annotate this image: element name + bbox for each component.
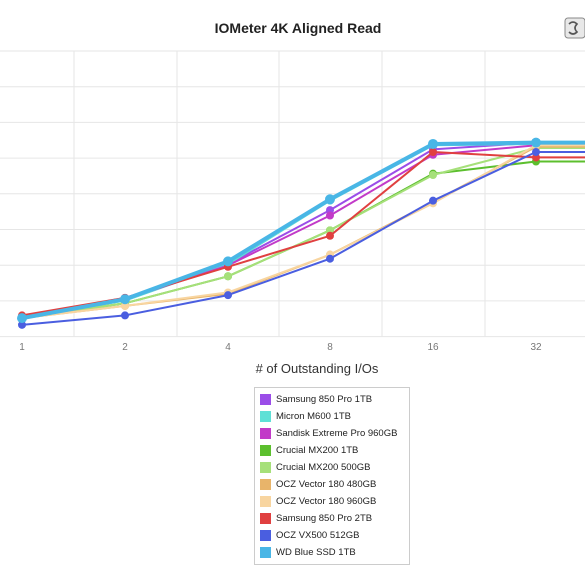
legend-item: Samsung 850 Pro 1TB — [255, 391, 409, 408]
legend-item: OCZ Vector 180 960GB — [255, 493, 409, 510]
legend-label: Samsung 850 Pro 1TB — [276, 394, 373, 405]
chart-title: IOMeter 4K Aligned Read — [215, 20, 382, 36]
series-line — [21, 151, 585, 317]
legend-item: WD Blue SSD 1TB — [255, 544, 409, 561]
x-tick-label: 2 — [122, 342, 128, 353]
legend-label: WD Blue SSD 1TB — [276, 547, 356, 558]
site-logo — [563, 16, 585, 40]
data-point — [224, 272, 232, 281]
legend-swatch — [260, 411, 271, 422]
data-point — [429, 171, 437, 179]
data-point — [532, 148, 540, 157]
data-point — [531, 137, 541, 148]
legend-item: Samsung 850 Pro 2TB — [255, 510, 409, 527]
legend-swatch — [260, 530, 271, 541]
series-line — [21, 143, 585, 320]
legend-label: Crucial MX200 500GB — [276, 462, 371, 473]
x-tick-label: 4 — [225, 342, 231, 353]
x-axis-ticks: 1 2 4 8 16 32 — [19, 342, 542, 353]
legend-swatch — [260, 394, 271, 405]
data-point — [429, 196, 437, 205]
logo-icon — [564, 17, 585, 39]
x-axis-label: # of Outstanding I/Os — [256, 361, 379, 376]
legend-swatch — [260, 462, 271, 473]
series-8 — [18, 148, 585, 329]
legend-item: Sandisk Extreme Pro 960GB — [255, 425, 409, 442]
series-1 — [18, 139, 585, 323]
legend-label: OCZ VX500 512GB — [276, 530, 360, 541]
data-point — [429, 148, 437, 157]
legend-label: OCZ Vector 180 480GB — [276, 479, 377, 490]
legend-item: OCZ VX500 512GB — [255, 527, 409, 544]
data-point — [121, 301, 129, 310]
data-point — [428, 138, 438, 149]
data-point — [120, 294, 130, 305]
x-tick-label: 16 — [427, 342, 439, 353]
series-line — [21, 145, 585, 320]
x-tick-label: 8 — [327, 342, 333, 353]
legend-swatch — [260, 445, 271, 456]
legend-label: Micron M600 1TB — [276, 411, 351, 422]
data-point — [18, 320, 26, 329]
data-point — [224, 291, 232, 300]
legend-label: OCZ Vector 180 960GB — [276, 496, 377, 507]
series-7 — [18, 148, 585, 320]
legend-swatch — [260, 513, 271, 524]
series-line — [21, 160, 585, 320]
data-point — [223, 256, 233, 267]
legend-label: Sandisk Extreme Pro 960GB — [276, 428, 398, 439]
gridlines — [0, 50, 585, 338]
series-line — [21, 144, 585, 318]
series-line — [21, 151, 585, 326]
series-9 — [17, 137, 585, 324]
legend: Samsung 850 Pro 1TB Micron M600 1TB Sandis… — [254, 387, 410, 565]
legend-item: OCZ Vector 180 480GB — [255, 476, 409, 493]
legend-item: Micron M600 1TB — [255, 408, 409, 425]
series-line — [21, 144, 585, 320]
x-tick-label: 32 — [530, 342, 542, 353]
series-4 — [18, 144, 585, 323]
legend-label: Crucial MX200 1TB — [276, 445, 359, 456]
data-point — [326, 254, 334, 263]
legend-swatch — [260, 547, 271, 558]
data-point — [121, 311, 129, 320]
legend-item: Crucial MX200 1TB — [255, 442, 409, 459]
legend-label: Samsung 850 Pro 2TB — [276, 513, 373, 524]
data-point — [326, 231, 334, 240]
series-3 — [18, 157, 585, 323]
x-tick-label: 1 — [19, 342, 25, 353]
legend-swatch — [260, 428, 271, 439]
data-point — [17, 313, 27, 324]
series-lines — [17, 137, 585, 329]
data-point — [325, 194, 335, 205]
legend-item: Crucial MX200 500GB — [255, 459, 409, 476]
series-line — [21, 147, 585, 320]
data-point — [326, 211, 334, 220]
legend-swatch — [260, 496, 271, 507]
legend-swatch — [260, 479, 271, 490]
